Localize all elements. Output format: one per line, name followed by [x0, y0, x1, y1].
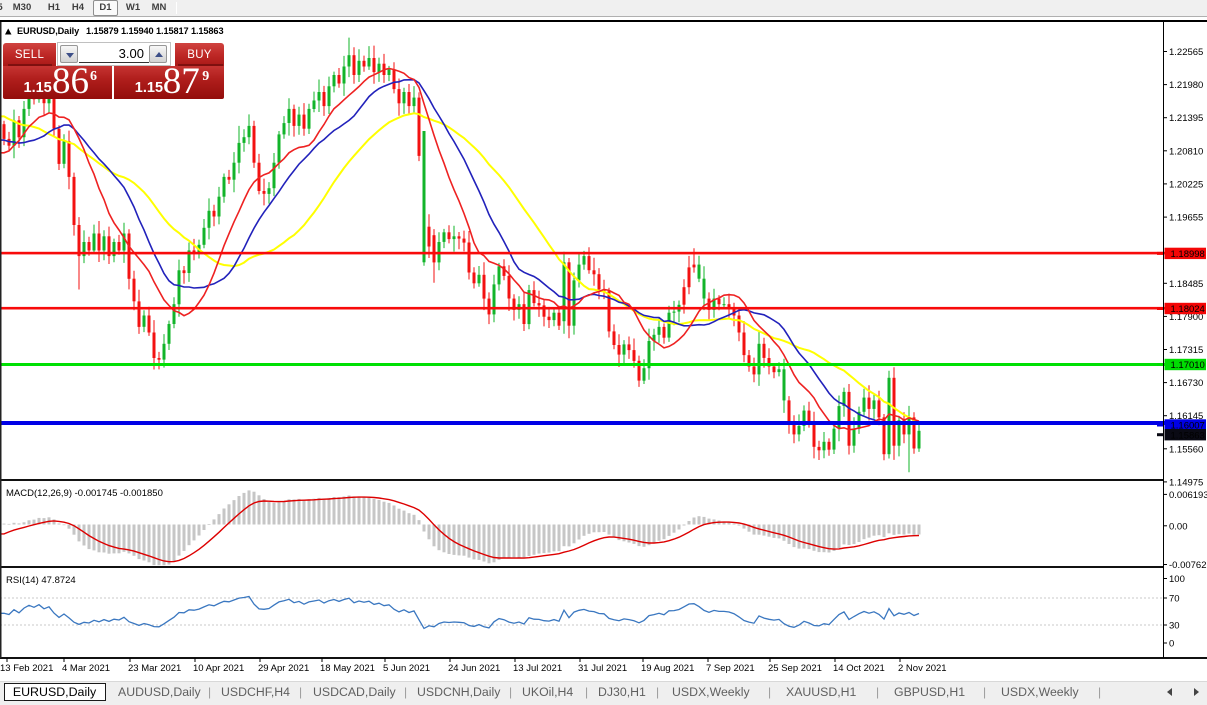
svg-text:1.18998: 1.18998 [1171, 249, 1205, 260]
svg-text:7 Sep 2021: 7 Sep 2021 [706, 663, 755, 674]
svg-text:70: 70 [1169, 594, 1180, 605]
svg-text:1.21395: 1.21395 [1169, 113, 1203, 124]
svg-text:1.21980: 1.21980 [1169, 80, 1203, 91]
svg-text:1.18024: 1.18024 [1171, 304, 1205, 315]
svg-text:30: 30 [1169, 621, 1180, 632]
svg-text:1.15560: 1.15560 [1169, 444, 1203, 455]
svg-text:EURUSD,Daily 1.15879 1.15940: EURUSD,Daily 1.15879 1.15940 1.15817 1.1… [17, 26, 223, 36]
svg-text:24 Jun 2021: 24 Jun 2021 [448, 663, 500, 674]
svg-text:2 Nov 2021: 2 Nov 2021 [898, 663, 947, 674]
svg-text:0: 0 [1169, 639, 1174, 650]
svg-text:1.14975: 1.14975 [1169, 477, 1203, 488]
svg-text:1.16145: 1.16145 [1169, 411, 1203, 422]
svg-text:13 Jul 2021: 13 Jul 2021 [513, 663, 562, 674]
svg-text:1.17010: 1.17010 [1171, 360, 1205, 371]
svg-text:4 Mar 2021: 4 Mar 2021 [62, 663, 110, 674]
svg-text:1.20810: 1.20810 [1169, 146, 1203, 157]
svg-text:1.18485: 1.18485 [1169, 279, 1203, 290]
svg-text:10 Apr 2021: 10 Apr 2021 [193, 663, 244, 674]
svg-text:1.16007: 1.16007 [1171, 421, 1205, 432]
svg-text:RSI(14) 47.8724: RSI(14) 47.8724 [6, 575, 76, 586]
svg-text:23 Mar 2021: 23 Mar 2021 [128, 663, 181, 674]
svg-text:1.22565: 1.22565 [1169, 47, 1203, 58]
svg-text:29 Apr 2021: 29 Apr 2021 [258, 663, 309, 674]
svg-text:1.20225: 1.20225 [1169, 179, 1203, 190]
svg-text:0.006193: 0.006193 [1169, 490, 1207, 501]
svg-text:5 Jun 2021: 5 Jun 2021 [383, 663, 430, 674]
svg-text:18 May 2021: 18 May 2021 [320, 663, 375, 674]
svg-text:1.16730: 1.16730 [1169, 378, 1203, 389]
svg-text:MACD(12,26,9) -0.001745 -0.001: MACD(12,26,9) -0.001745 -0.001850 [6, 488, 163, 499]
svg-text:25 Sep 2021: 25 Sep 2021 [768, 663, 822, 674]
svg-text:1.17315: 1.17315 [1169, 345, 1203, 356]
svg-text:1.15863: 1.15863 [1171, 430, 1205, 441]
svg-text:100: 100 [1169, 574, 1185, 585]
svg-text:0.00: 0.00 [1169, 521, 1188, 532]
svg-text:14 Oct 2021: 14 Oct 2021 [833, 663, 885, 674]
svg-text:1.17900: 1.17900 [1169, 312, 1203, 323]
svg-text:19 Aug 2021: 19 Aug 2021 [641, 663, 694, 674]
svg-text:1.19655: 1.19655 [1169, 213, 1203, 224]
svg-text:31 Jul 2021: 31 Jul 2021 [578, 663, 627, 674]
svg-text:13 Feb 2021: 13 Feb 2021 [0, 663, 53, 674]
